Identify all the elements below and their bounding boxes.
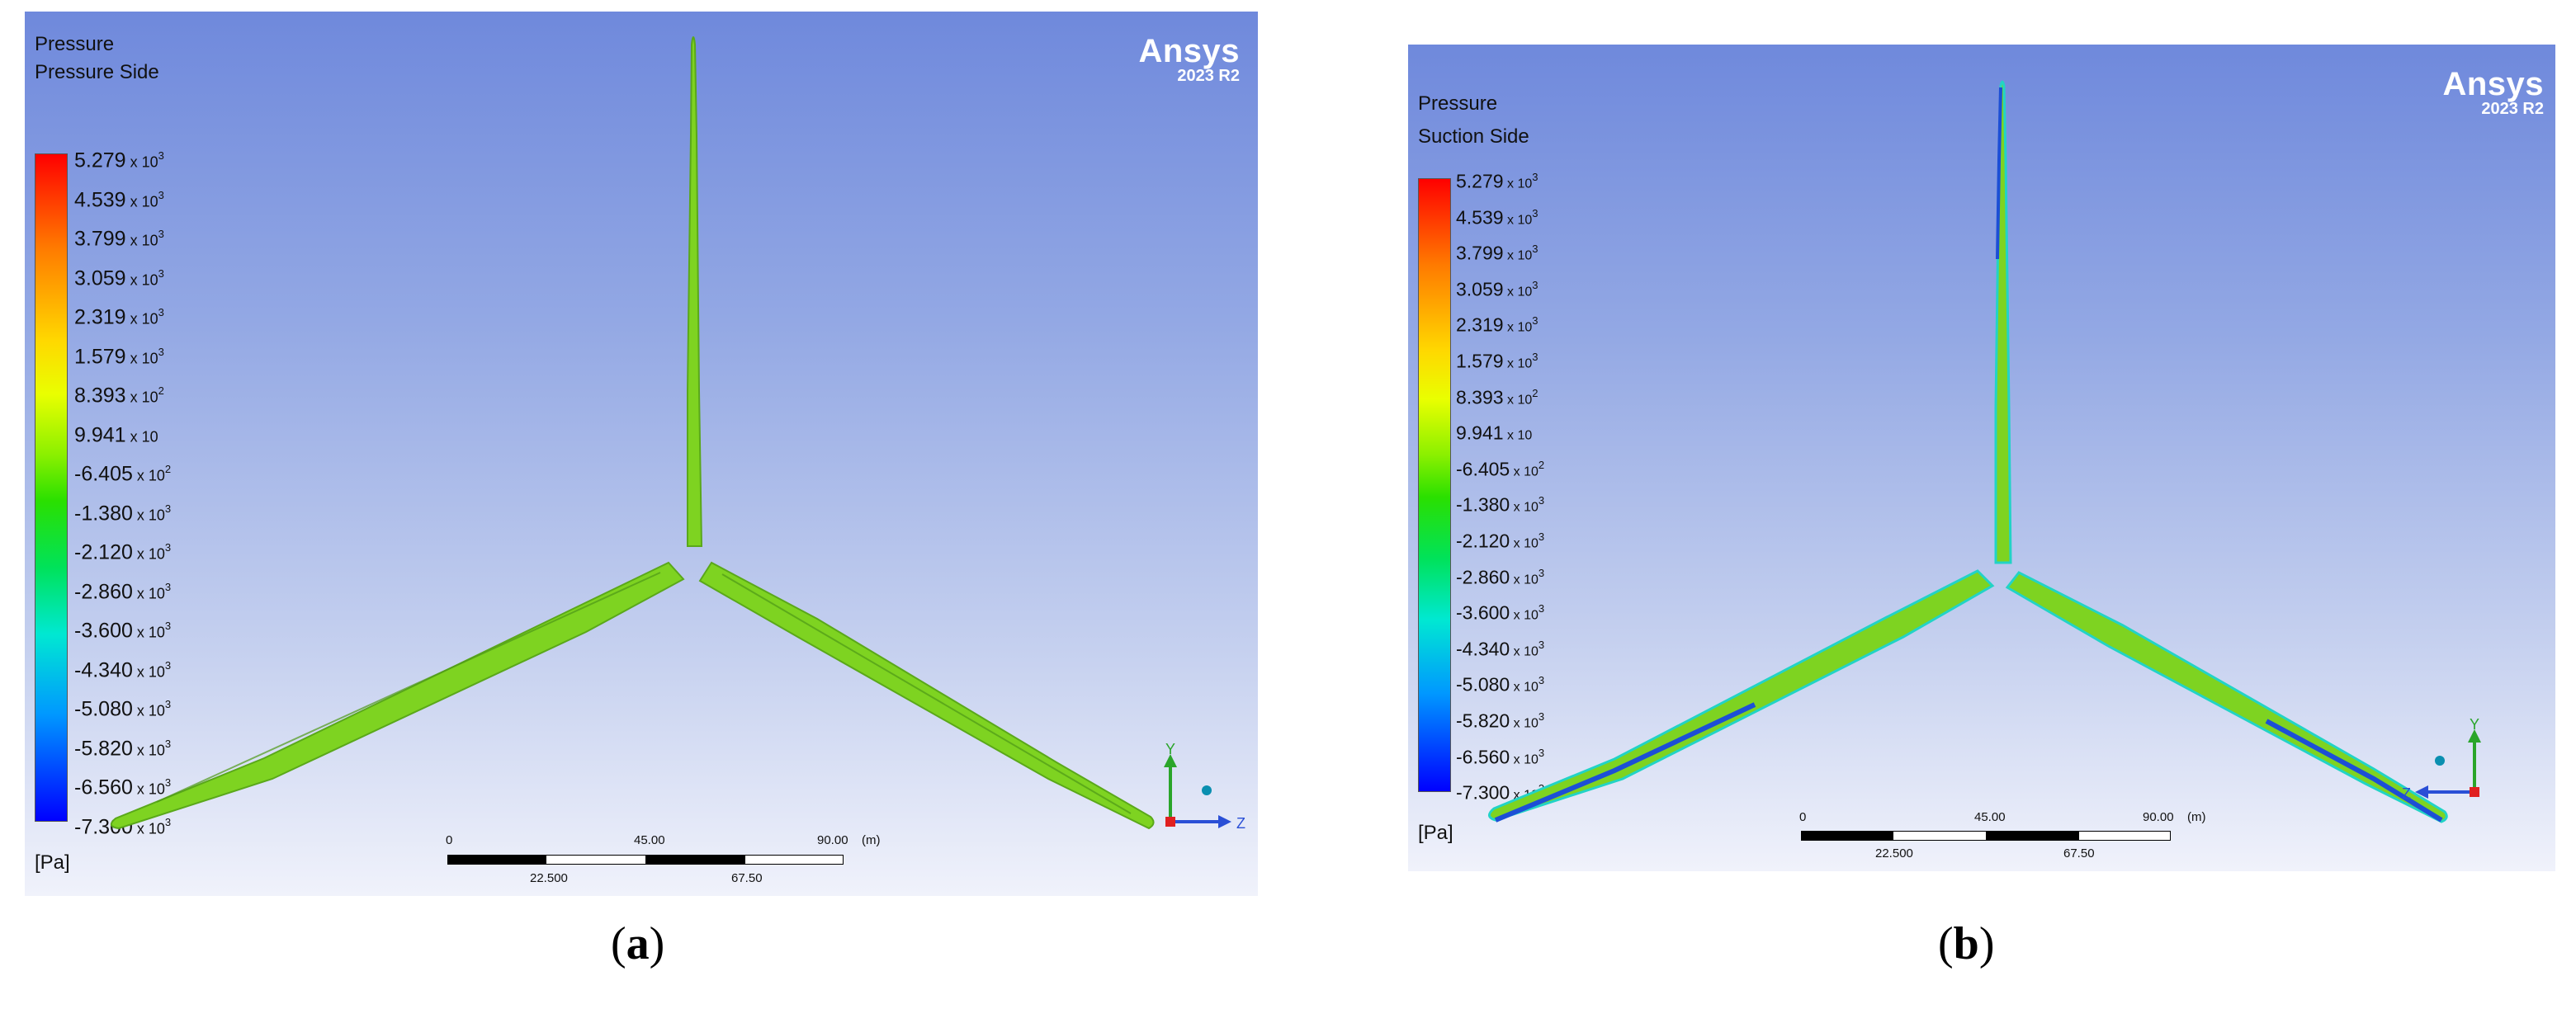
blade-lower-left: [1488, 569, 1995, 822]
unit-label: [Pa]: [35, 851, 70, 874]
colorbar-tick-label: 9.941 x 10: [74, 422, 158, 446]
ansys-logo: Ansys 2023 R2: [2442, 66, 2544, 119]
axis-z-label: Z: [1236, 815, 1245, 832]
axis-z-label: Z: [2402, 785, 2411, 802]
scale-bar: [1801, 828, 2189, 843]
colorbar-tick-label: 3.799 x 103: [1456, 242, 1539, 264]
pressure-colorbar: [35, 153, 68, 822]
colorbar-tick-label: -5.080 x 103: [74, 697, 172, 721]
blade-edge-suction: [1494, 702, 1756, 823]
caption-b-letter: b: [1953, 918, 1979, 969]
colorbar-tick-label: -6.405 x 102: [1456, 458, 1545, 480]
turbine-rotor-view: Y Z: [1488, 80, 2481, 823]
panel-title: Pressure: [1418, 92, 1498, 115]
colorbar-tick-label: 4.539 x 103: [74, 187, 164, 211]
scale-label-0: 0: [446, 833, 453, 847]
colorbar-tick-label: -2.860 x 103: [1456, 566, 1545, 588]
contour-panel-suction-side: Pressure Suction Side Ansys 2023 R2 5.27…: [1408, 45, 2555, 871]
scale-label-67-5: 67.50: [731, 871, 763, 885]
scale-unit: (m): [862, 833, 881, 847]
axis-triad: Y Z: [1164, 741, 1245, 832]
colorbar-tick-label: -6.560 x 103: [74, 776, 172, 799]
scale-label-22-5: 22.500: [1875, 846, 1913, 860]
axis-y-label: Y: [1165, 741, 1175, 757]
rotor-blades: [1488, 80, 2448, 823]
brand-version: 2023 R2: [1177, 67, 1240, 85]
colorbar-tick-label: -6.405 x 102: [74, 462, 172, 486]
colorbar-tick-label: 5.279 x 103: [74, 149, 164, 172]
colorbar-tick-label: 4.539 x 103: [1456, 206, 1539, 229]
axis-triad: Y Z: [2402, 716, 2481, 802]
colorbar-tick-label: -5.080 x 103: [1456, 674, 1545, 696]
scale-label-45: 45.00: [634, 833, 665, 847]
blade-surface-line: [156, 572, 661, 803]
colorbar-tick-label: 1.579 x 103: [1456, 350, 1539, 372]
pressure-colorbar: [1418, 178, 1451, 792]
blade-surface-line: [721, 573, 1132, 814]
colorbar-tick-label: -1.380 x 103: [1456, 494, 1545, 516]
ansys-logo: Ansys 2023 R2: [1138, 33, 1240, 86]
colorbar-tick-label: -6.560 x 103: [1456, 746, 1545, 768]
unit-label: [Pa]: [1418, 822, 1453, 844]
colorbar-tick-label: 3.059 x 103: [1456, 278, 1539, 300]
scale-label-67-5: 67.50: [2063, 846, 2095, 860]
scale-label-90: 90.00: [817, 833, 848, 847]
brand-version: 2023 R2: [2481, 100, 2544, 118]
blade-edge-suction: [2265, 719, 2443, 823]
scale-label-90: 90.00: [2143, 810, 2174, 824]
brand-name: Ansys: [1138, 33, 1240, 69]
colorbar-tick-label: -3.600 x 103: [1456, 601, 1545, 624]
colorbar-tick-label: -5.820 x 103: [74, 736, 172, 760]
colorbar-tick-label: -2.120 x 103: [74, 540, 172, 564]
colorbar-tick-label: 8.393 x 102: [74, 384, 164, 408]
panel-subtitle: Pressure Side: [35, 61, 159, 83]
colorbar-tick-label: -5.820 x 103: [1456, 710, 1545, 732]
rotor-blades: [110, 36, 1155, 830]
colorbar-tick-label: 3.799 x 103: [74, 227, 164, 251]
colorbar-tick-label: 1.579 x 103: [74, 344, 164, 368]
scale-label-22-5: 22.500: [530, 871, 568, 885]
colorbar-tick-label: 2.319 x 103: [74, 305, 164, 329]
blade-edge-suction: [1996, 87, 2002, 260]
caption-a-letter: a: [626, 918, 650, 969]
caption-b: (b): [1938, 918, 1995, 969]
colorbar-tick-label: -4.340 x 103: [74, 658, 172, 681]
blade-vertical: [687, 36, 703, 547]
scale-unit: (m): [2187, 810, 2206, 824]
colorbar-tick-label: -3.600 x 103: [74, 619, 172, 643]
turbine-rotor-view: Y Z: [110, 36, 1245, 832]
brand-name: Ansys: [2442, 66, 2544, 102]
colorbar-tick-label: 8.393 x 102: [1456, 386, 1539, 408]
blade-lower-right: [698, 561, 1155, 830]
contour-panel-pressure-side: Pressure Pressure Side Ansys 2023 R2 5.2…: [25, 12, 1258, 896]
colorbar-tick-label: -2.120 x 103: [1456, 530, 1545, 552]
scale-bar: [447, 851, 877, 868]
caption-a: (a): [611, 918, 665, 969]
blade-lower-left: [110, 561, 685, 830]
colorbar-tick-label: 9.941 x 10: [1456, 422, 1533, 444]
colorbar-tick-label: 3.059 x 103: [74, 266, 164, 290]
colorbar-tick-label: 2.319 x 103: [1456, 314, 1539, 337]
scale-label-45: 45.00: [1974, 810, 2006, 824]
panel-title: Pressure: [35, 33, 115, 55]
panel-subtitle: Suction Side: [1418, 125, 1529, 148]
colorbar-tick-label: -1.380 x 103: [74, 501, 172, 525]
colorbar-tick-label: -4.340 x 103: [1456, 638, 1545, 660]
scale-label-0: 0: [1799, 810, 1807, 824]
colorbar-tick-label: 5.279 x 103: [1456, 170, 1539, 192]
colorbar-tick-label: -2.860 x 103: [74, 579, 172, 603]
axis-y-label: Y: [2470, 716, 2479, 733]
